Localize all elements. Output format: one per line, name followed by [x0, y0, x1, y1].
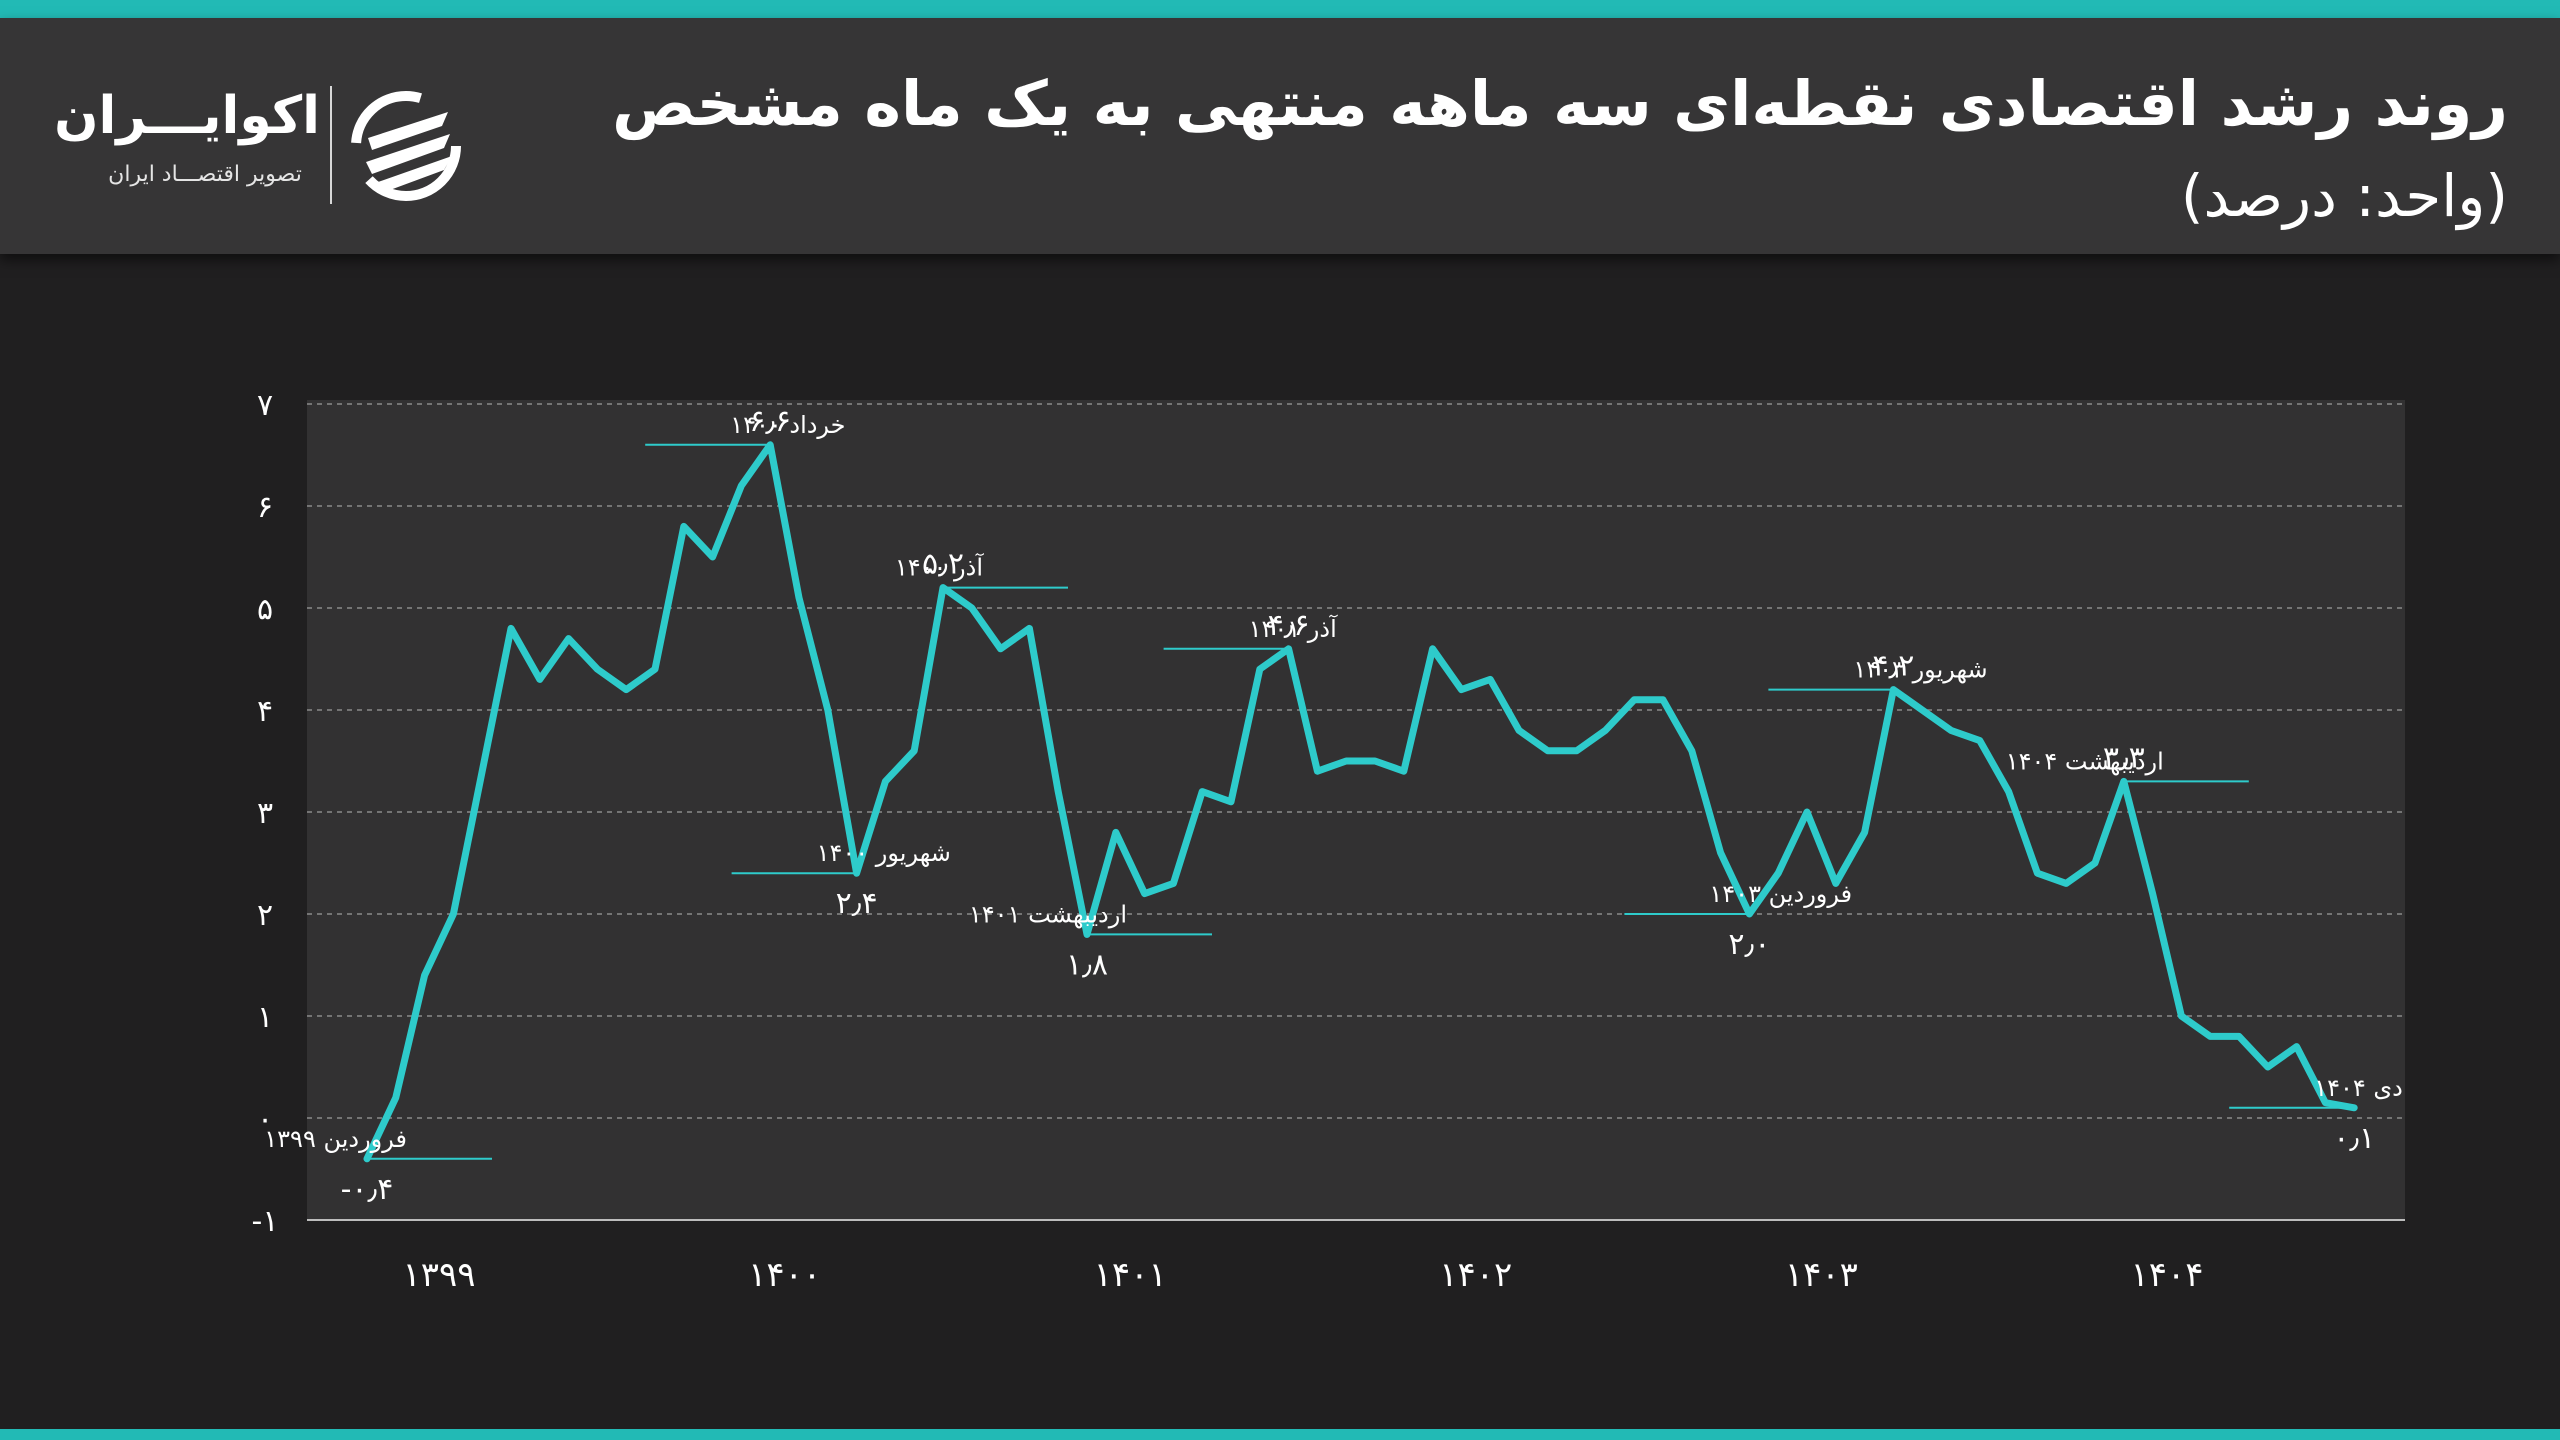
- y-tick-label: ۴: [257, 694, 273, 729]
- ecoiran-swoosh-icon: [351, 91, 461, 201]
- annotation-leader-lines: [367, 443, 2355, 1160]
- annotation-month-label: آذر ۱۴۰۱: [1249, 614, 1338, 643]
- annotation-value: ۶٫۶: [749, 404, 791, 439]
- x-tick-label: ۱۳۹۹: [402, 1255, 475, 1295]
- x-tick-label: ۱۴۰۴: [2130, 1255, 2203, 1295]
- annotation-month-label: فروردین ۱۴۰۳: [1709, 880, 1852, 908]
- annotation-value: ۰٫۱: [2333, 1121, 2375, 1156]
- logo-name: اکوایـــران: [54, 86, 320, 146]
- chart-title: روند رشد اقتصادی نقطه‌ای سه ماهه منتهی ب…: [612, 67, 2508, 140]
- annotation-month-label: دی ۱۴۰۴: [2314, 1074, 2403, 1102]
- annotation-month-label: آذر ۱۴۰۰: [895, 553, 984, 582]
- x-tick-label: ۱۴۰۲: [1439, 1255, 1512, 1295]
- y-tick-label: ۲: [257, 898, 273, 933]
- x-tick-label: ۱۴۰۰: [748, 1255, 821, 1295]
- annotation-value: ۲٫۰: [1728, 927, 1770, 962]
- y-tick-label: -۱: [252, 1204, 279, 1239]
- annotation-value: ۳٫۳: [2103, 740, 2145, 775]
- logo: اکوایـــران تصویر اقتصـــاد ایران: [54, 80, 468, 210]
- logo-divider: [330, 86, 332, 204]
- annotation-value: -۰٫۴: [341, 1172, 394, 1207]
- annotation-value: ۴٫۲: [1872, 649, 1914, 684]
- bottom-accent-bar: [0, 1429, 2560, 1440]
- growth-rate-line: [363, 441, 2358, 1163]
- chart-subtitle: (واحد: درصد): [2180, 162, 2508, 230]
- annotation-value: ۱٫۸: [1066, 947, 1108, 982]
- y-tick-label: ۶: [257, 490, 273, 525]
- annotation-month-label: شهریور ۱۴۰۳: [1853, 656, 1987, 684]
- y-tick-label: ۷: [257, 388, 273, 423]
- x-tick-label: ۱۴۰۳: [1785, 1255, 1858, 1295]
- annotation-month-label: شهریور ۱۴۰۰: [817, 839, 951, 867]
- y-tick-label: ۳: [257, 796, 273, 831]
- logo-tagline: تصویر اقتصـــاد ایران: [108, 162, 302, 187]
- plot-area: [307, 400, 2405, 1220]
- y-tick-label: ۰: [257, 1102, 273, 1137]
- y-tick-label: ۱: [257, 1000, 273, 1035]
- x-axis-ticks: ۱۳۹۹ ۱۴۰۰ ۱۴۰۱ ۱۴۰۲ ۱۴۰۳ ۱۴۰۴: [402, 1255, 2203, 1295]
- annotation-value: ۲٫۴: [836, 886, 878, 921]
- annotation-value: ۵٫۲: [922, 547, 964, 582]
- top-accent-bar: [0, 0, 2560, 18]
- annotation-month-label: خرداد ۱۴۰۰: [730, 411, 845, 439]
- y-tick-label: ۵: [257, 592, 273, 627]
- annotation-month-label: اردیبهشت ۱۴۰۱: [969, 900, 1127, 928]
- y-axis-ticks: -۱ ۰ ۱ ۲ ۳ ۴ ۵ ۶ ۷: [252, 388, 279, 1239]
- annotation-value: ۴٫۶: [1268, 608, 1310, 643]
- header: روند رشد اقتصادی نقطه‌ای سه ماهه منتهی ب…: [0, 18, 2560, 254]
- annotation-month-label: اردیبهشت ۱۴۰۴: [2006, 747, 2164, 775]
- annotation-month-label: فروردین ۱۳۹۹: [264, 1125, 407, 1153]
- x-tick-label: ۱۴۰۱: [1094, 1255, 1167, 1295]
